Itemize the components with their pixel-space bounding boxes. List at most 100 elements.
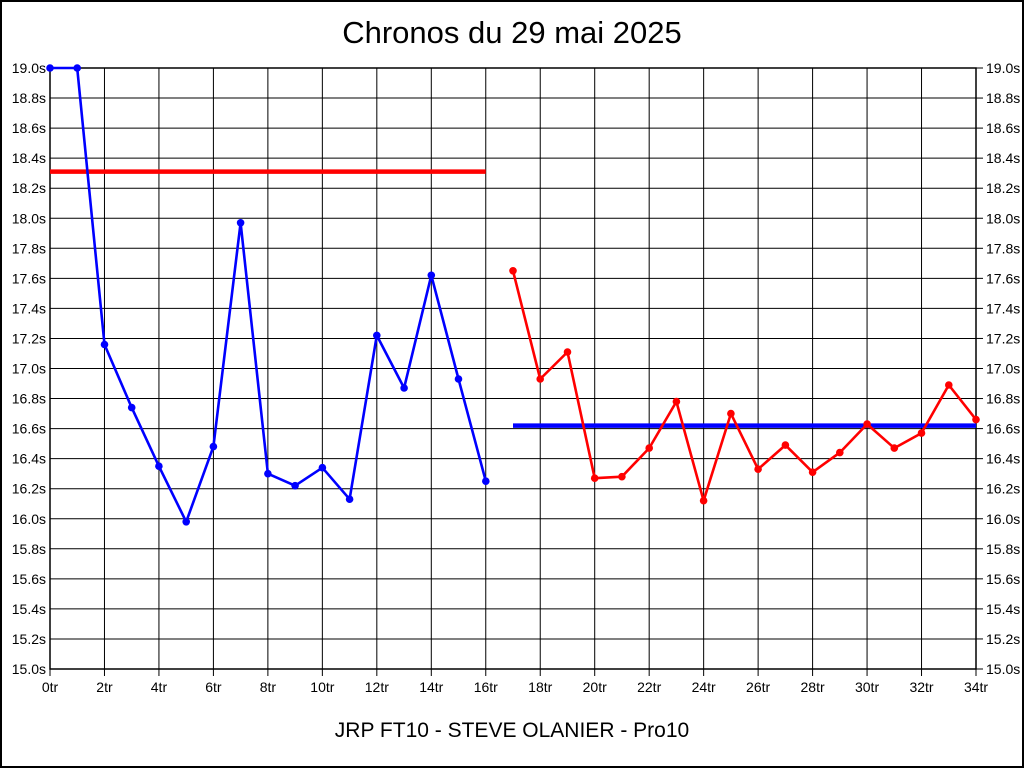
data-point-laps-blue	[400, 384, 408, 392]
data-point-laps-blue	[482, 477, 490, 486]
y-axis-label-left: 18.6s	[12, 120, 46, 136]
data-point-laps-blue	[264, 469, 272, 478]
y-axis-label-left: 17.2s	[12, 330, 46, 346]
data-point-laps-red	[645, 444, 653, 452]
data-point-laps-blue	[209, 442, 218, 451]
y-axis-label-right: 17.2s	[986, 330, 1020, 346]
x-axis-label: 24tr	[692, 679, 716, 695]
y-axis-label-right: 18.4s	[986, 150, 1020, 166]
series-line-laps-red	[511, 270, 978, 503]
x-axis-label: 6tr	[205, 679, 222, 695]
y-axis-label-left: 18.2s	[12, 180, 46, 196]
data-point-laps-blue	[236, 219, 245, 227]
data-point-laps-red	[699, 496, 708, 505]
x-axis-label: 28tr	[801, 679, 825, 695]
y-axis-label-right: 15.0s	[986, 661, 1020, 677]
y-axis-label-left: 18.8s	[12, 90, 46, 106]
y-axis-label-right: 19.0s	[986, 60, 1020, 76]
x-axis-label: 12tr	[365, 679, 389, 695]
x-axis-label: 26tr	[746, 679, 770, 695]
x-axis-label: 8tr	[260, 679, 277, 695]
y-axis-label-left: 15.6s	[12, 571, 46, 587]
data-point-laps-blue	[155, 462, 163, 471]
x-axis-label: 20tr	[583, 679, 607, 695]
x-axis-label: 2tr	[96, 679, 113, 695]
x-axis-label: 32tr	[909, 679, 933, 695]
y-axis-label-left: 15.2s	[12, 631, 46, 647]
y-axis-label-left: 16.0s	[12, 511, 46, 527]
y-axis-label-right: 18.6s	[986, 120, 1020, 136]
x-axis-label: 16tr	[474, 679, 498, 695]
data-point-laps-red	[536, 375, 544, 383]
data-point-laps-red	[945, 381, 953, 389]
y-axis-label-right: 17.0s	[986, 361, 1020, 377]
x-axis-label: 4tr	[151, 679, 168, 695]
data-point-laps-red	[590, 474, 599, 483]
y-axis-label-left: 15.0s	[12, 661, 46, 677]
data-point-laps-blue	[46, 64, 54, 72]
data-point-laps-blue	[127, 403, 136, 412]
y-axis-label-right: 18.0s	[986, 210, 1020, 226]
y-axis-label-left: 17.0s	[12, 361, 46, 377]
x-axis-label: 0tr	[42, 679, 59, 695]
plot-frame	[49, 67, 977, 670]
data-point-laps-blue	[73, 64, 81, 72]
y-axis-label-left: 16.8s	[12, 391, 46, 407]
x-axis-label: 30tr	[855, 679, 879, 695]
data-point-laps-red	[808, 468, 817, 477]
y-axis-label-left: 16.2s	[12, 481, 46, 497]
y-axis-label-right: 15.6s	[986, 571, 1020, 587]
y-axis-label-left: 17.4s	[12, 300, 46, 316]
x-axis-label: 22tr	[637, 679, 661, 695]
y-axis-label-right: 16.8s	[986, 391, 1020, 407]
data-point-laps-red	[563, 348, 572, 356]
y-axis-label-right: 17.6s	[986, 270, 1020, 286]
data-point-laps-red	[781, 441, 790, 449]
data-point-laps-red	[972, 415, 980, 424]
x-axis-label: 10tr	[310, 679, 334, 695]
data-point-laps-red	[509, 267, 517, 275]
y-axis-label-left: 18.0s	[12, 210, 46, 226]
y-axis-label-left: 16.4s	[12, 451, 46, 467]
data-point-laps-blue	[345, 495, 354, 504]
data-point-laps-red	[618, 472, 626, 481]
y-axis-label-left: 15.4s	[12, 601, 46, 617]
data-point-laps-red	[754, 465, 762, 474]
y-axis-label-left: 18.4s	[12, 150, 46, 166]
data-point-laps-blue	[373, 331, 381, 340]
data-point-laps-blue	[100, 340, 109, 349]
y-axis-label-left: 17.8s	[12, 240, 46, 256]
data-point-laps-red	[836, 448, 844, 457]
y-axis-label-right: 16.2s	[986, 481, 1020, 497]
y-axis-label-left: 15.8s	[12, 541, 46, 557]
data-point-laps-red	[727, 409, 735, 418]
y-axis-label-right: 15.8s	[986, 541, 1020, 557]
data-point-laps-red	[672, 397, 681, 406]
chart-footer: JRP FT10 - STEVE OLANIER - Pro10	[334, 719, 690, 742]
y-axis-label-right: 15.2s	[986, 631, 1020, 647]
y-axis-label-right: 16.0s	[986, 511, 1020, 527]
x-axis-label: 14tr	[419, 679, 443, 695]
y-axis-label-right: 15.4s	[986, 601, 1020, 617]
data-point-laps-red	[917, 429, 926, 437]
data-point-laps-blue	[427, 271, 436, 280]
y-axis-label-right: 18.2s	[986, 180, 1020, 196]
y-axis-label-right: 16.4s	[986, 451, 1020, 467]
y-axis-label-left: 17.6s	[12, 270, 46, 286]
data-point-laps-blue	[454, 375, 463, 383]
y-axis-label-right: 17.8s	[986, 240, 1020, 256]
y-axis-label-right: 17.4s	[986, 300, 1020, 316]
data-point-laps-red	[863, 420, 871, 428]
data-point-laps-red	[890, 444, 899, 452]
x-axis-label: 34tr	[964, 679, 988, 695]
data-point-laps-blue	[318, 463, 327, 472]
data-point-laps-blue	[291, 481, 299, 490]
chart-title: Chronos du 29 mai 2025	[342, 15, 682, 50]
y-axis-label-left: 19.0s	[12, 60, 46, 76]
y-axis-label-left: 16.6s	[12, 421, 46, 437]
y-axis-label-right: 16.6s	[986, 421, 1020, 437]
x-axis-label: 18tr	[528, 679, 552, 695]
y-axis-label-right: 18.8s	[986, 90, 1020, 106]
